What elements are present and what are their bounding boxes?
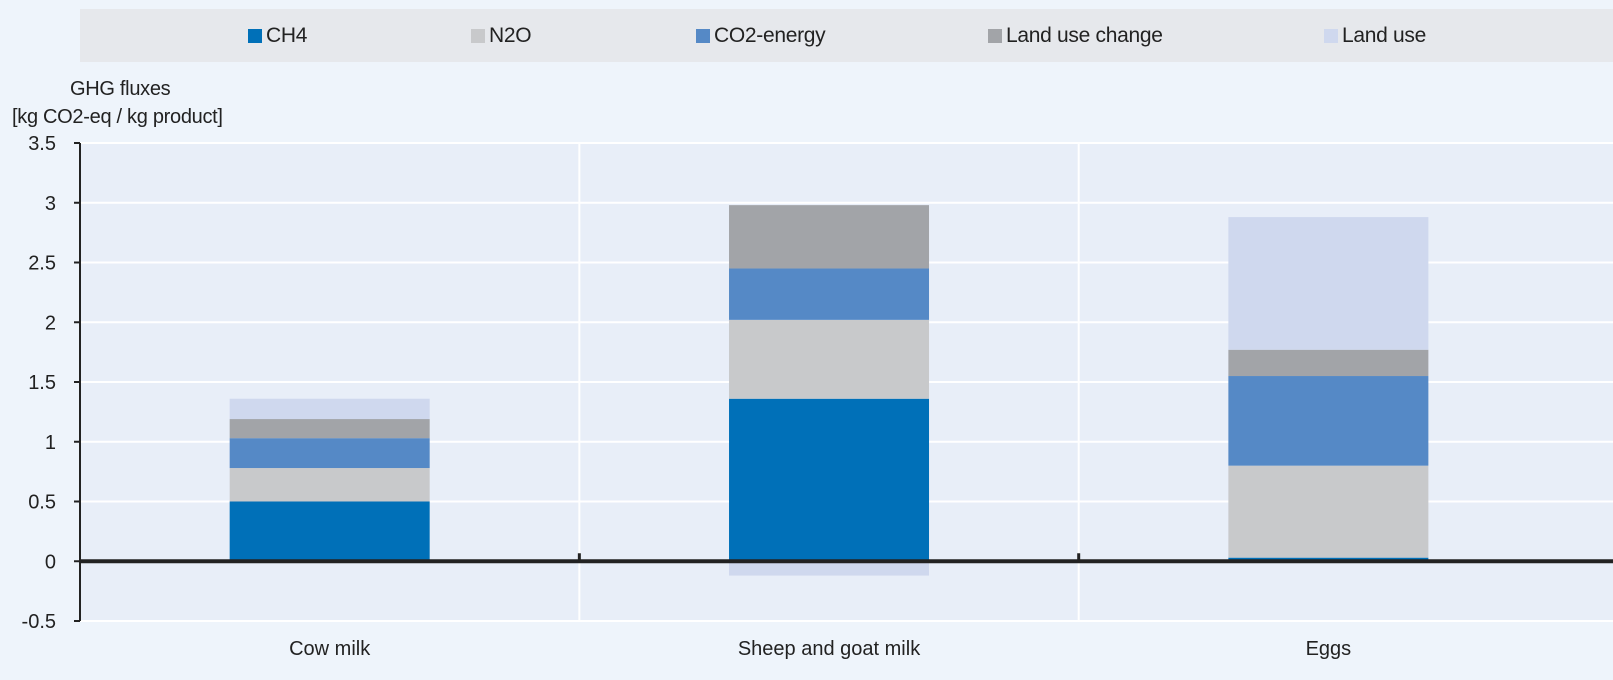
bar-segment-ch4 [729,398,930,562]
bar-segment-ch4 [229,501,430,562]
category-label: Cow milk [289,638,371,660]
legend-swatch-co2-energy [696,28,710,43]
bar-segment-n2o [229,468,430,502]
y-tick-label: 2 [45,312,56,334]
legend-swatch-land-use [1324,28,1338,43]
category-label: Sheep and goat milk [738,638,921,660]
legend-item-co2-energy: CO2-energy [696,9,826,62]
category-label: Eggs [1306,638,1352,660]
y-axis-title-line1: GHG fluxes [70,78,171,100]
legend-swatch-n2o [471,28,485,43]
legend-label-n2o: N2O [489,23,532,47]
legend-item-n2o: N2O [471,9,532,62]
y-tick-label: -0.5 [22,611,56,633]
bar-segment-co2-energy [229,438,430,469]
legend-label-ch4: CH4 [266,23,308,47]
y-axis-title-line2: [kg CO2-eq / kg product] [12,106,223,128]
legend-label-land-use-change: Land use change [1006,23,1163,47]
legend-item-land-use-change: Land use change [988,9,1163,62]
bar-segment-land-use [729,561,930,576]
bar-segment-n2o [729,319,930,399]
bar-segment-co2-energy [1228,376,1429,466]
bar-segment-co2-energy [729,268,930,320]
legend-label-co2-energy: CO2-energy [714,23,826,47]
bar-segment-land-use [1228,217,1429,350]
bar-segment-land-use-change [229,419,430,439]
legend-label-land-use: Land use [1342,23,1427,47]
y-tick-label: 3 [45,193,56,215]
y-tick-label: 1 [45,432,56,454]
legend-item-ch4: CH4 [248,9,307,62]
bar-segment-n2o [1228,465,1429,558]
bar-segment-land-use [229,398,430,420]
y-tick-label: 0.5 [28,492,56,514]
legend-swatch-ch4 [248,28,262,43]
y-tick-label: 2.5 [28,253,56,275]
legend-item-land-use: Land use [1324,9,1426,62]
y-tick-label: 3.5 [28,133,56,155]
y-tick-label: 0 [45,551,56,573]
y-tick-label: 1.5 [28,372,56,394]
bar-segment-land-use-change [1228,349,1429,377]
legend-swatch-land-use-change [988,28,1002,43]
chart-legend: CH4 N2O CO2-energy Land use change Land … [80,9,1613,62]
bar-segment-land-use-change [729,205,930,269]
